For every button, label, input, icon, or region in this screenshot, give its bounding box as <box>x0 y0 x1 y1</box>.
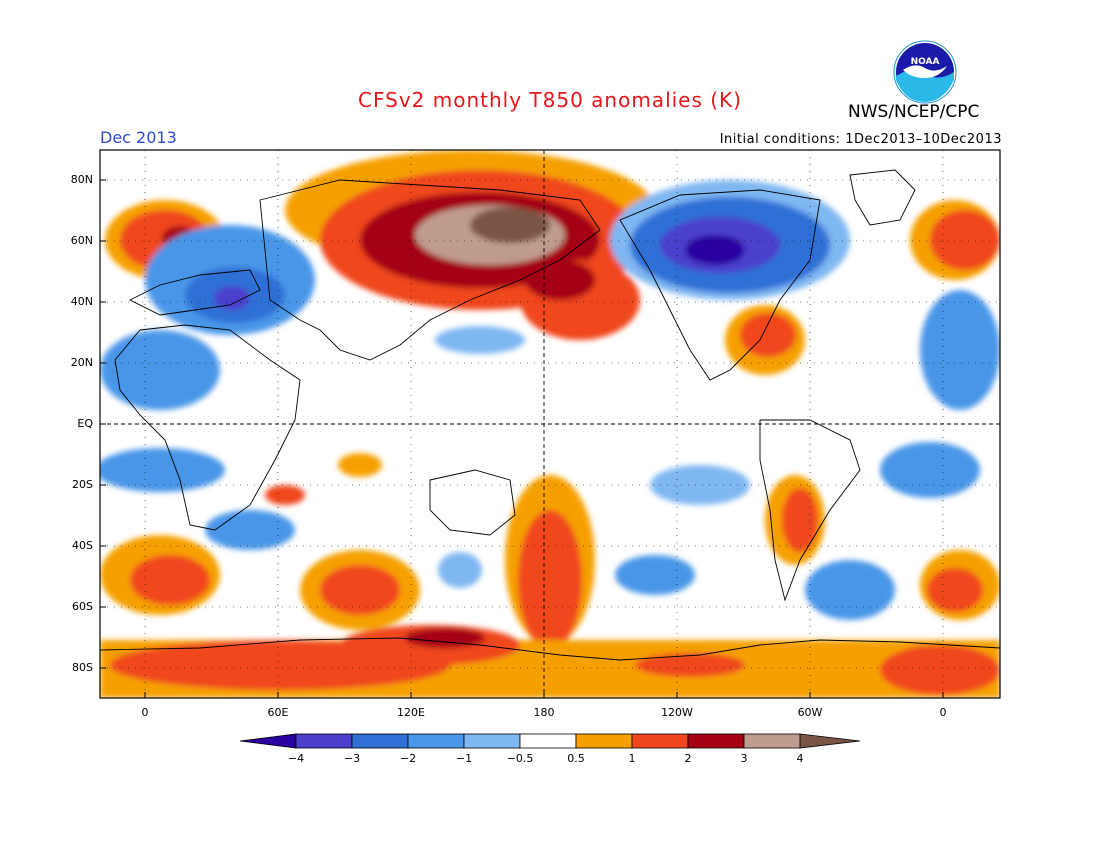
lon-label: 0 <box>939 706 947 719</box>
colorbar-label: −1 <box>455 752 473 765</box>
lat-label: EQ <box>77 417 93 430</box>
tick-marks <box>100 179 944 698</box>
colorbar-label: −0.5 <box>506 752 534 765</box>
initial-conditions-label: Initial conditions: 1Dec2013–10Dec2013 <box>719 132 1002 147</box>
logo-text: NOAA <box>911 57 940 67</box>
lon-label: 120E <box>397 706 425 719</box>
lat-label: 80S <box>72 661 93 674</box>
noaa-logo: NOAA <box>893 40 957 104</box>
colorbar-label: −4 <box>287 752 305 765</box>
colorbar-cell-m2 <box>351 733 409 749</box>
antarctica-outline <box>100 637 1000 661</box>
graticule <box>100 150 1000 698</box>
colorbar-label: 4 <box>796 752 804 765</box>
chart-title: CFSv2 monthly T850 anomalies (K) <box>358 88 742 112</box>
lat-label: 80N <box>70 173 93 186</box>
lon-label: 60W <box>797 706 823 719</box>
south-america-outline <box>759 419 861 602</box>
lat-label: 40S <box>72 539 93 552</box>
colorbar-label: 1 <box>628 752 636 765</box>
colorbar-cell-p3 <box>743 733 801 749</box>
colorbar-cell-m3 <box>295 733 353 749</box>
colorbar-cell-gt-4 <box>799 733 861 749</box>
lon-label: 60E <box>267 706 289 719</box>
lon-label: 0 <box>141 706 149 719</box>
colorbar-cell-m1 <box>407 733 465 749</box>
colorbar <box>239 733 861 749</box>
greenland-outline <box>849 169 916 226</box>
colorbar-cell-m05 <box>463 733 521 749</box>
lat-label: 20S <box>72 478 93 491</box>
africa-outline <box>114 324 301 531</box>
colorbar-cell-p2 <box>687 733 745 749</box>
month-label: Dec 2013 <box>100 128 177 147</box>
asia-outline <box>259 179 601 361</box>
north-america-outline <box>619 189 821 381</box>
colorbar-label: 3 <box>740 752 748 765</box>
colorbar-cell-p1 <box>631 733 689 749</box>
coastlines <box>100 169 1000 661</box>
lon-label: 120W <box>661 706 693 719</box>
australia-outline <box>429 469 516 536</box>
colorbar-label: −3 <box>343 752 361 765</box>
lat-label: 60N <box>70 234 93 247</box>
colorbar-cell-p05 <box>575 733 633 749</box>
europe-outline <box>128 269 261 316</box>
colorbar-label: −2 <box>399 752 417 765</box>
lon-label: 180 <box>533 706 555 719</box>
colorbar-label: 2 <box>684 752 692 765</box>
colorbar-label: 0.5 <box>567 752 585 765</box>
lat-label: 40N <box>70 295 93 308</box>
colorbar-cell-neutral <box>519 733 577 749</box>
equator-dateline <box>100 150 1000 698</box>
lat-label: 60S <box>72 600 93 613</box>
colorbar-cell-lt-4 <box>239 733 297 749</box>
organization-label: NWS/NCEP/CPC <box>848 102 980 122</box>
lat-label: 20N <box>70 356 93 369</box>
